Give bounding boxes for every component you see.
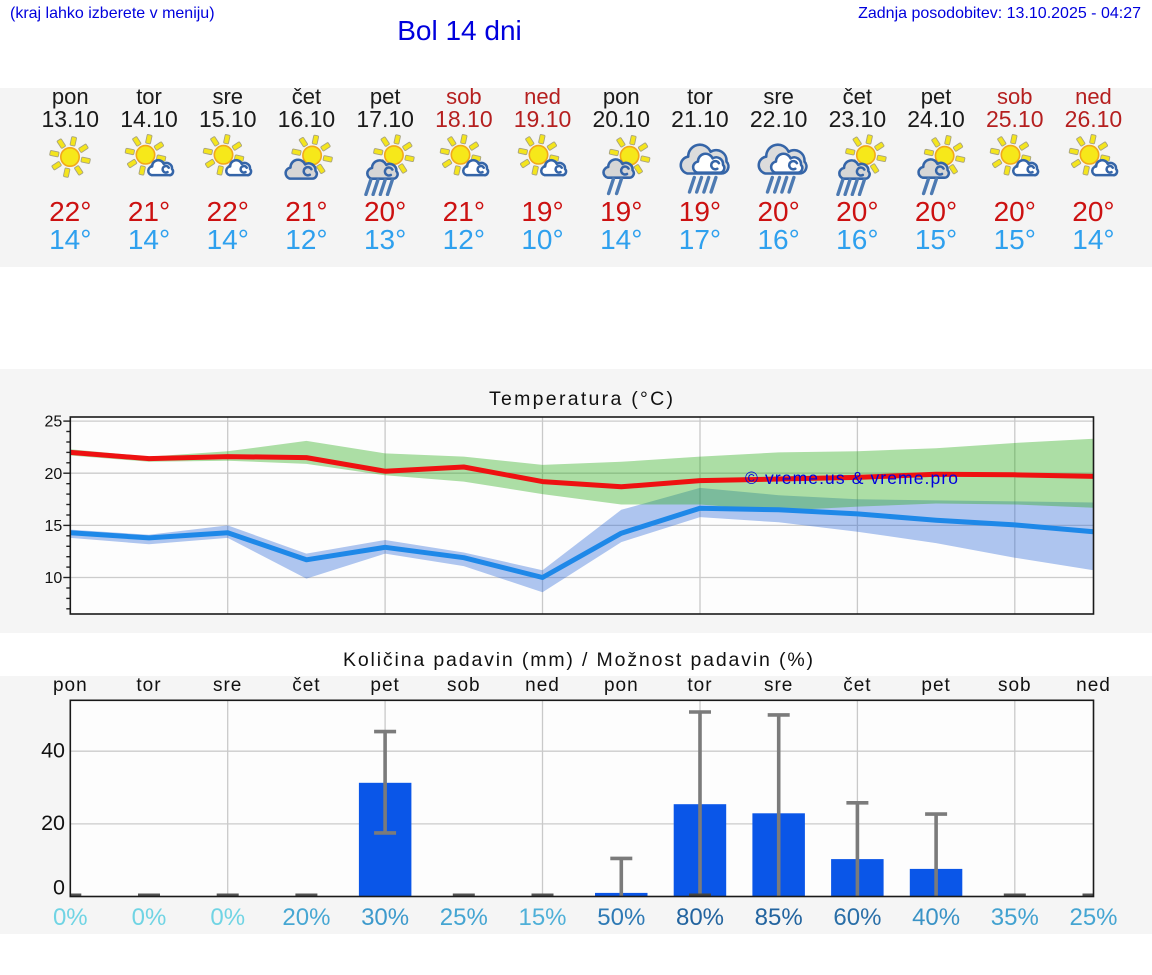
- svg-text:20%: 20%: [282, 904, 330, 931]
- svg-text:30%: 30%: [361, 904, 409, 931]
- svg-text:pon: pon: [604, 675, 639, 696]
- svg-text:60%: 60%: [833, 904, 881, 931]
- svg-text:pon: pon: [53, 675, 88, 696]
- svg-text:pet: pet: [370, 675, 399, 696]
- svg-text:0: 0: [53, 875, 65, 899]
- svg-text:40%: 40%: [912, 904, 960, 931]
- svg-text:25%: 25%: [440, 904, 488, 931]
- svg-text:tor: tor: [136, 675, 161, 696]
- svg-text:0%: 0%: [210, 904, 245, 931]
- svg-text:0%: 0%: [53, 904, 88, 931]
- svg-text:pet: pet: [921, 675, 950, 696]
- svg-text:25: 25: [45, 414, 63, 431]
- svg-text:15: 15: [45, 518, 63, 535]
- svg-text:40: 40: [41, 738, 65, 762]
- svg-text:sre: sre: [764, 675, 793, 696]
- svg-text:0%: 0%: [132, 904, 167, 931]
- svg-text:čet: čet: [843, 675, 871, 696]
- svg-text:15%: 15%: [518, 904, 566, 931]
- svg-text:Količina padavin (mm) / Možnos: Količina padavin (mm) / Možnost padavin …: [343, 649, 813, 671]
- svg-text:ned: ned: [525, 675, 560, 696]
- svg-text:25%: 25%: [1069, 904, 1117, 931]
- svg-text:sre: sre: [213, 675, 242, 696]
- svg-text:50%: 50%: [597, 904, 645, 931]
- svg-text:© vreme.us & vreme.pro: © vreme.us & vreme.pro: [745, 468, 958, 488]
- svg-text:20: 20: [41, 811, 65, 835]
- svg-text:tor: tor: [687, 675, 712, 696]
- svg-text:Temperatura (°C): Temperatura (°C): [489, 388, 673, 410]
- svg-text:85%: 85%: [755, 904, 803, 931]
- svg-text:10: 10: [45, 570, 63, 587]
- svg-text:čet: čet: [292, 675, 320, 696]
- svg-text:20: 20: [45, 466, 63, 483]
- svg-text:35%: 35%: [991, 904, 1039, 931]
- svg-text:sob: sob: [447, 675, 481, 696]
- svg-text:sob: sob: [998, 675, 1032, 696]
- svg-text:ned: ned: [1076, 675, 1111, 696]
- svg-text:80%: 80%: [676, 904, 724, 931]
